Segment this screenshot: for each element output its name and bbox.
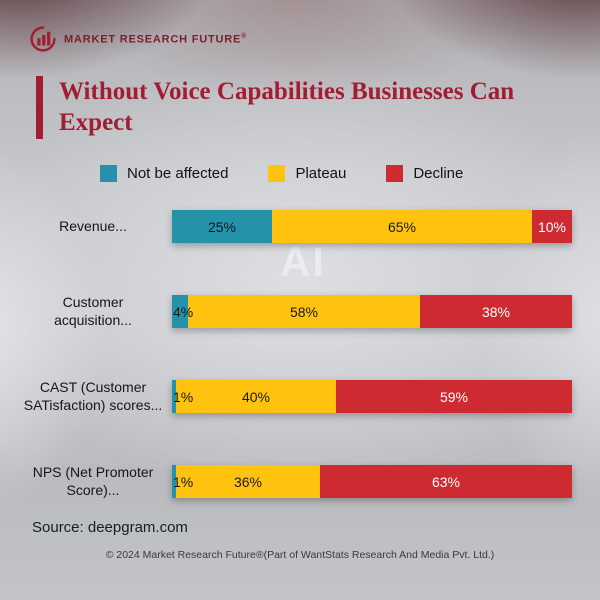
brand-logo: MARKET RESEARCH FUTURE® [0, 0, 600, 52]
legend-swatch [386, 164, 404, 182]
category-label: Customer acquisition... [54, 294, 132, 328]
category-label: NPS (Net Promoter Score)... [32, 464, 154, 498]
registered-mark: ® [241, 32, 248, 40]
bar-segment-plateau: 36% [176, 465, 320, 498]
category-label: Revenue... [59, 217, 127, 234]
legend-item-0: Not be affected [100, 164, 229, 182]
title-accent-bar [36, 76, 43, 139]
bar-segment-not-be-affected: 1% [172, 380, 193, 413]
title-block: Without Voice Capabilities Businesses Ca… [36, 76, 570, 139]
bar-segment-plateau: 58% [188, 295, 420, 328]
bar-segment-plateau: 40% [176, 380, 336, 413]
legend-label: Decline [413, 164, 464, 182]
brand-name: MARKET RESEARCH FUTURE® [64, 32, 248, 46]
mrf-logo-icon [30, 26, 56, 52]
copyright-text: © 2024 Market Research Future®(Part of W… [105, 548, 495, 561]
ai-watermark: AI [280, 238, 326, 285]
bar-segment-not-be-affected: 1% [172, 465, 193, 498]
bar-track: 1%36%63% [172, 465, 572, 498]
bar-track: 1%40%59% [172, 380, 572, 413]
bar-track: 25% 65% 10% [172, 210, 572, 243]
bar-row: CAST (Customer SATisfaction) scores... 1%… [22, 378, 572, 416]
legend-item-1: Plateau [268, 164, 347, 182]
source-text: Source: deepgram.com [32, 518, 188, 536]
bar-segment-decline: 38% [420, 295, 572, 328]
bar-segment-decline: 10% [532, 210, 572, 243]
legend-item-2: Decline [386, 164, 464, 182]
legend-label: Plateau [295, 164, 347, 182]
bar-row: Revenue... 25% 65% 10% [22, 208, 572, 246]
chart-legend: Not be affected Plateau Decline [100, 164, 600, 182]
bar-row: Customer acquisition... 4% 58% 38% [22, 293, 572, 331]
bar-segment-not-be-affected: 4% [172, 295, 193, 328]
bar-segment-plateau: 65% [272, 210, 532, 243]
category-label: CAST (Customer SATisfaction) scores... [23, 379, 163, 413]
bar-segment-decline: 63% [320, 465, 572, 498]
bar-segment-not-be-affected: 25% [172, 210, 272, 243]
bar-row: NPS (Net Promoter Score)... 1%36%63% [22, 463, 572, 501]
bar-segment-decline: 59% [336, 380, 572, 413]
bar-track: 4% 58% 38% [172, 295, 572, 328]
legend-swatch [268, 164, 286, 182]
legend-label: Not be affected [127, 164, 229, 182]
legend-swatch [100, 164, 117, 182]
stacked-bar-chart: Revenue... 25% 65% 10% Customer acquisition.… [0, 208, 600, 501]
page-title: Without Voice Capabilities Businesses Ca… [59, 78, 515, 137]
